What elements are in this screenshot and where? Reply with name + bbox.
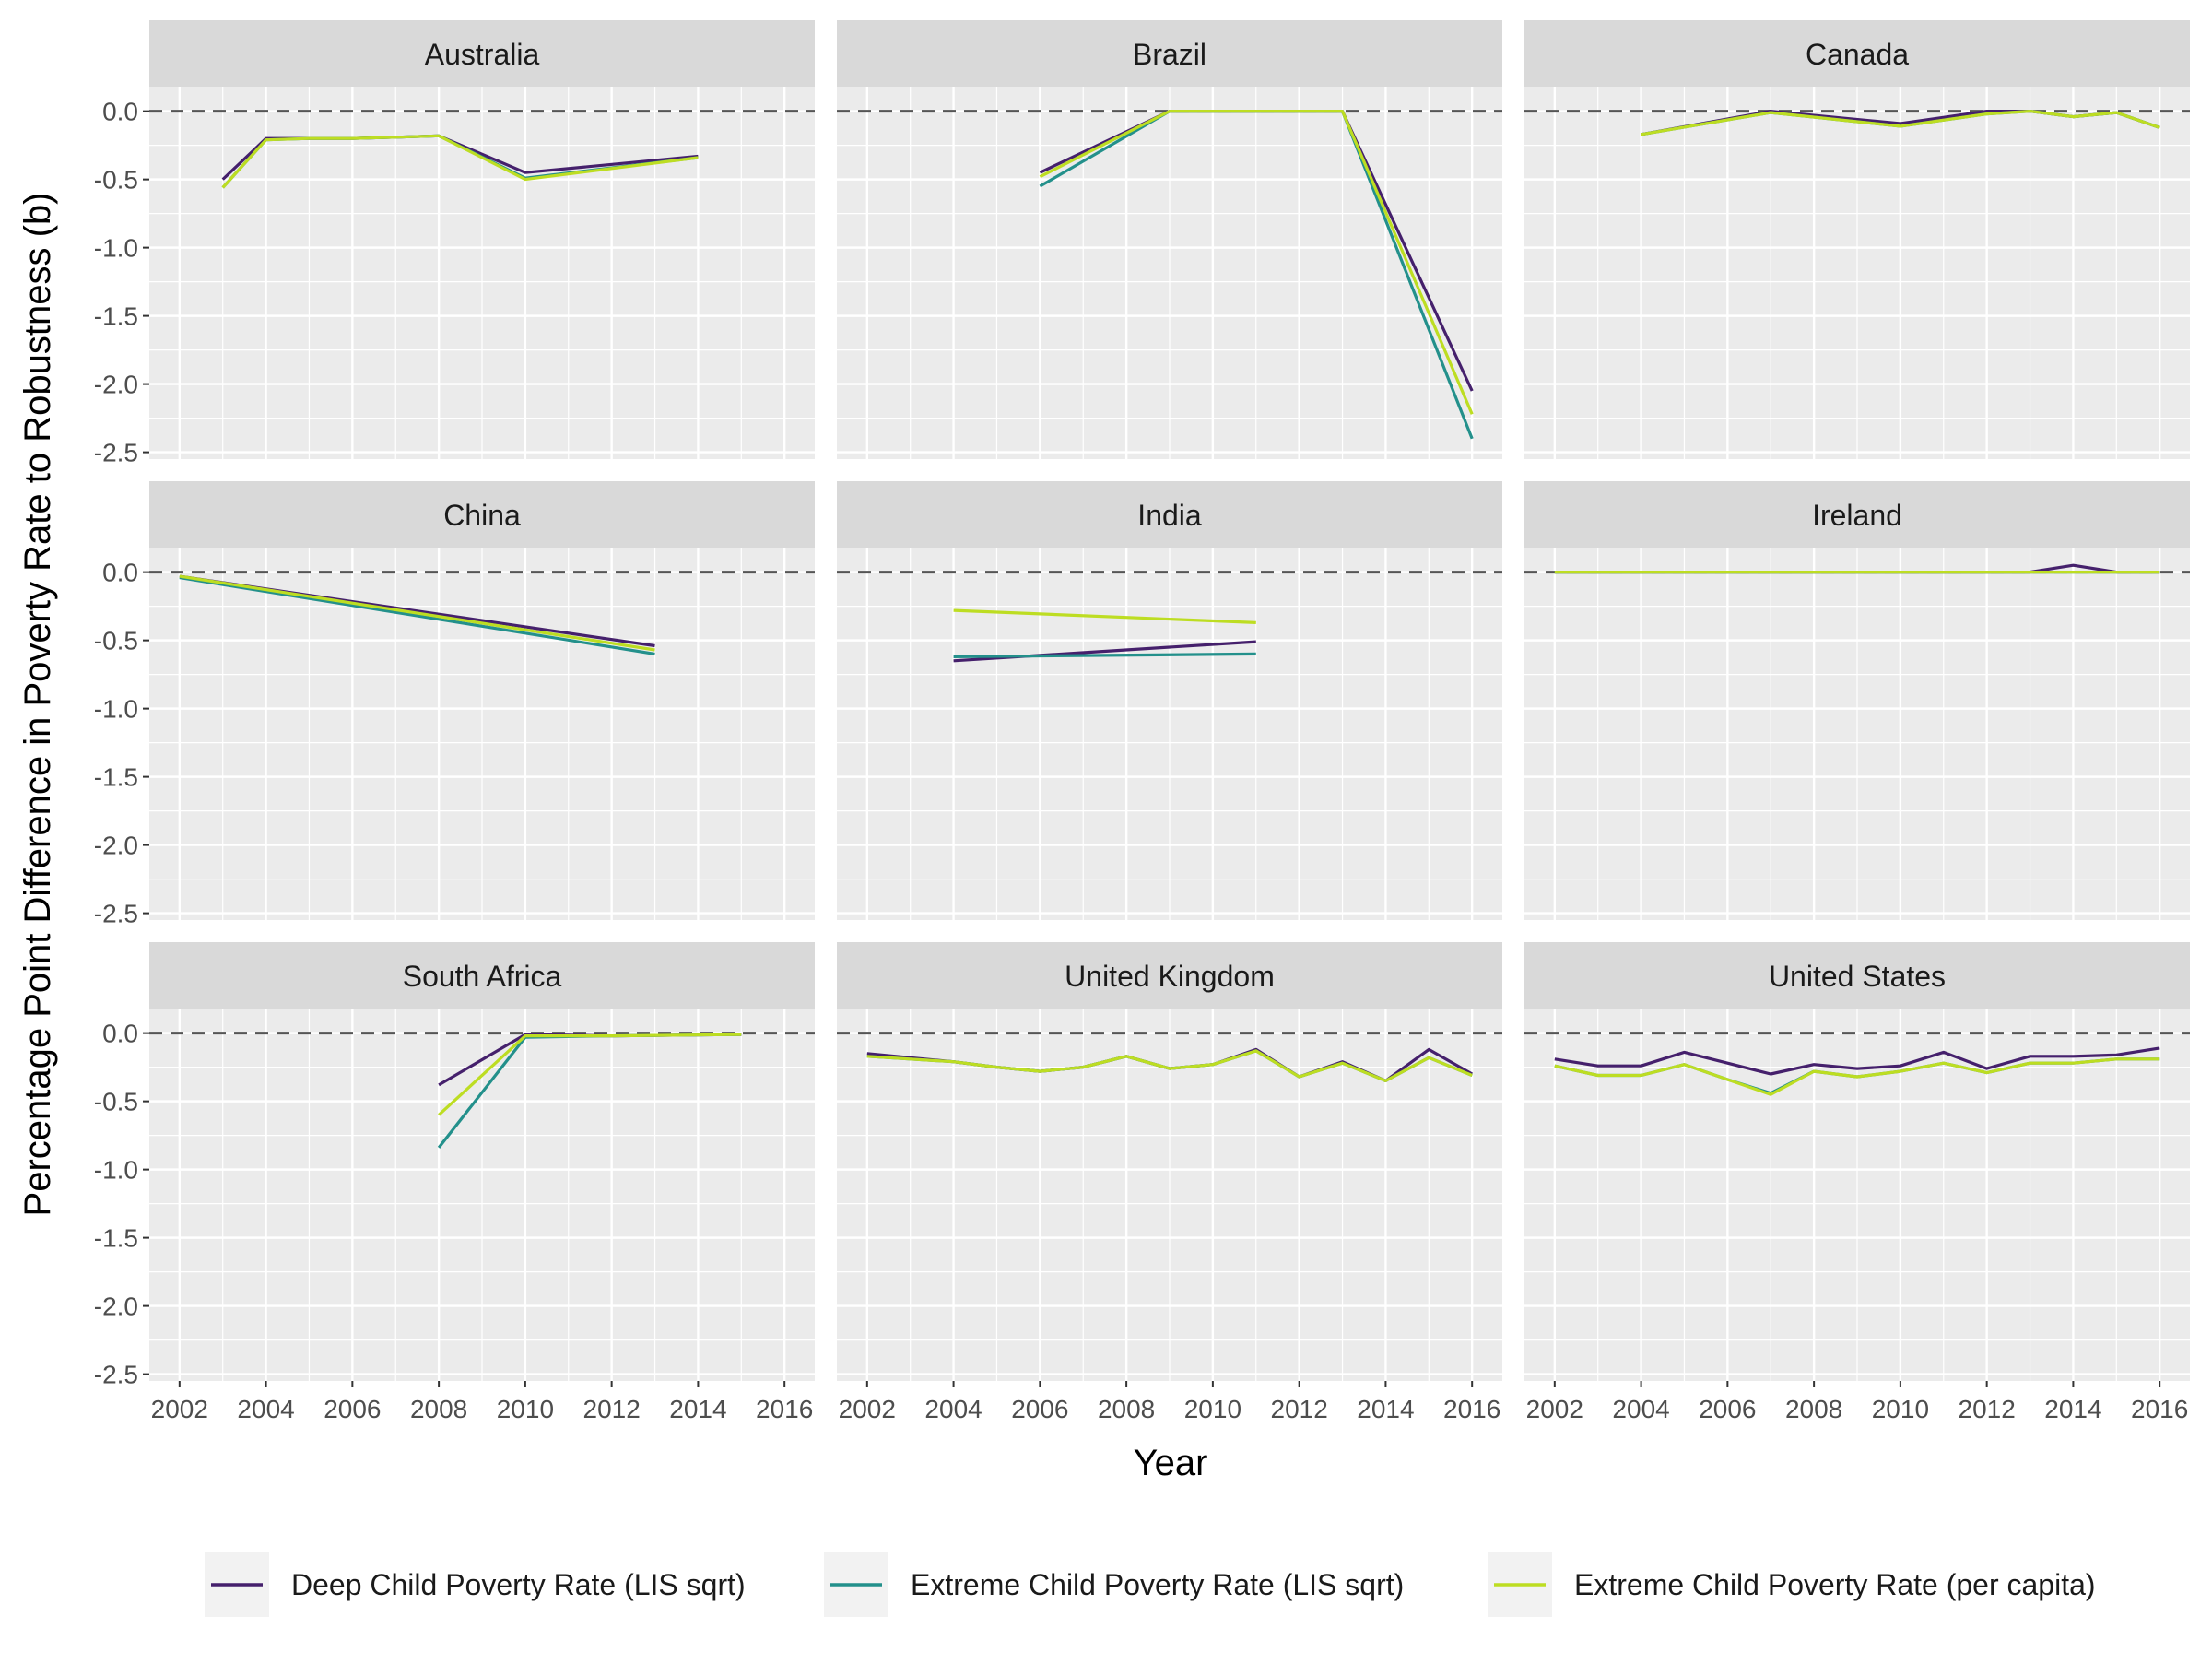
y-tick-label: 0.0	[102, 559, 138, 587]
y-tick-label: -1.5	[94, 302, 138, 331]
facet-strip	[837, 942, 1502, 1009]
x-tick-label: 2016	[2131, 1395, 2188, 1423]
facet-strip	[149, 942, 815, 1009]
y-tick-label: -1.5	[94, 1224, 138, 1253]
facet-strip	[1524, 481, 2190, 548]
facet-title: China	[443, 499, 521, 532]
series-line	[866, 1049, 1473, 1083]
x-tick-label: 2002	[151, 1395, 208, 1423]
series-line	[438, 1033, 742, 1116]
y-tick-label: -0.5	[94, 166, 138, 195]
x-tick-label: 2008	[410, 1395, 467, 1423]
x-tick-label: 2014	[669, 1395, 726, 1423]
y-tick-label: 0.0	[102, 98, 138, 126]
x-tick-label: 2010	[1872, 1395, 1929, 1423]
series-line	[953, 652, 1256, 658]
x-tick-label: 2012	[583, 1395, 641, 1423]
facet-strip	[1524, 20, 2190, 87]
x-axis-title: Year	[1134, 1443, 1208, 1483]
series-line	[1554, 1057, 2160, 1096]
y-tick-label: -2.5	[94, 1361, 138, 1389]
x-tick-label: 2010	[497, 1395, 554, 1423]
facet-title: Ireland	[1812, 499, 1902, 532]
x-tick-label: 2014	[2044, 1395, 2101, 1423]
x-tick-label: 2006	[1011, 1395, 1068, 1423]
y-tick-label: -1.0	[94, 234, 138, 263]
x-tick-label: 2002	[839, 1395, 896, 1423]
series-line	[1641, 109, 2160, 136]
facet-title: Australia	[425, 38, 540, 71]
facet-strip	[149, 20, 815, 87]
y-tick-label: -2.0	[94, 832, 138, 860]
y-tick-label: -2.5	[94, 439, 138, 467]
y-tick-label: -1.0	[94, 695, 138, 724]
x-tick-label: 2016	[1443, 1395, 1500, 1423]
facet-title: India	[1137, 499, 1202, 532]
legend-label: Extreme Child Poverty Rate (LIS sqrt)	[911, 1568, 1404, 1601]
y-tick-label: -2.5	[94, 900, 138, 928]
x-tick-label: 2012	[1959, 1395, 2016, 1423]
legend-label: Extreme Child Poverty Rate (per capita)	[1574, 1568, 2096, 1601]
x-tick-label: 2016	[756, 1395, 813, 1423]
y-tick-label: -0.5	[94, 627, 138, 655]
series-line	[179, 574, 655, 652]
y-tick-label: 0.0	[102, 1020, 138, 1048]
facet-strip	[1524, 942, 2190, 1009]
y-tick-label: -2.0	[94, 1292, 138, 1321]
series-line	[179, 576, 655, 655]
series-line	[221, 134, 699, 189]
facet-title: Brazil	[1133, 38, 1206, 71]
x-tick-label: 2004	[924, 1395, 982, 1423]
x-tick-label: 2008	[1785, 1395, 1842, 1423]
facet-title: South Africa	[403, 960, 562, 993]
x-tick-label: 2004	[1612, 1395, 1669, 1423]
x-tick-label: 2006	[324, 1395, 381, 1423]
y-tick-label: -1.5	[94, 763, 138, 792]
facet-strip	[837, 20, 1502, 87]
y-tick-label: -1.0	[94, 1156, 138, 1185]
x-tick-label: 2006	[1699, 1395, 1756, 1423]
series-line	[1554, 1046, 2160, 1076]
series-line	[1039, 109, 1474, 415]
x-tick-label: 2014	[1357, 1395, 1414, 1423]
x-tick-label: 2002	[1526, 1395, 1583, 1423]
y-tick-label: -2.0	[94, 371, 138, 399]
x-tick-label: 2008	[1098, 1395, 1155, 1423]
facet-title: United States	[1769, 960, 1946, 993]
legend-label: Deep Child Poverty Rate (LIS sqrt)	[291, 1568, 746, 1601]
facet-strip	[149, 481, 815, 548]
x-tick-label: 2004	[237, 1395, 294, 1423]
x-tick-label: 2012	[1271, 1395, 1328, 1423]
facet-title: United Kingdom	[1065, 960, 1275, 993]
facet-title: Canada	[1806, 38, 1909, 71]
y-tick-label: -0.5	[94, 1088, 138, 1116]
facet-strip	[837, 481, 1502, 548]
y-axis-title: Percentage Point Difference in Poverty R…	[18, 193, 58, 1217]
x-tick-label: 2010	[1184, 1395, 1241, 1423]
series-line	[953, 608, 1256, 624]
